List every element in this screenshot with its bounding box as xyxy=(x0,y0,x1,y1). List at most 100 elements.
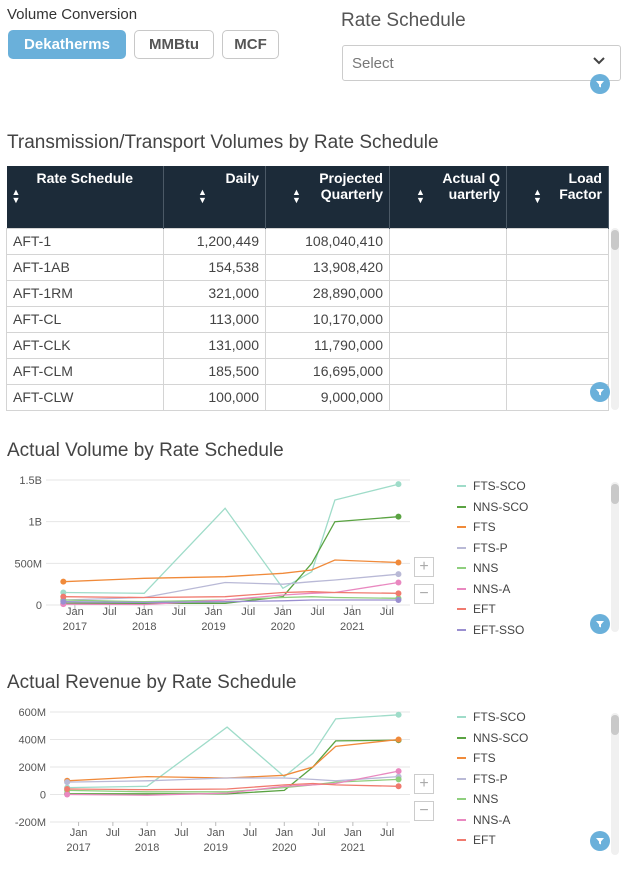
series-line-nns-a[interactable] xyxy=(67,770,399,796)
table-scrollbar[interactable] xyxy=(611,228,619,410)
legend-item[interactable]: NNS-SCO xyxy=(457,500,528,514)
dekatherms-button[interactable]: Dekatherms xyxy=(8,30,126,59)
sort-icon[interactable]: ▲ ▼ xyxy=(198,187,207,205)
data-point[interactable] xyxy=(395,711,402,718)
column-header-actual-quarterly[interactable]: ▲ ▼ Actual Quarterly xyxy=(389,166,507,228)
legend-swatch xyxy=(457,818,466,821)
series-line-fts-sco[interactable] xyxy=(67,714,399,789)
column-header-projected-quarterly[interactable]: ▲ ▼ Projected Quarterly xyxy=(265,166,390,228)
data-point[interactable] xyxy=(395,579,402,586)
table-row[interactable]: AFT-1RM 321,000 28,890,000 xyxy=(6,279,609,307)
data-point[interactable] xyxy=(395,783,402,790)
data-point[interactable] xyxy=(395,559,402,566)
data-point[interactable] xyxy=(60,578,67,585)
filter-funnel-icon[interactable] xyxy=(590,74,610,94)
legend-item[interactable]: NNS-SCO xyxy=(457,731,528,745)
volume-chart[interactable]: 0 500M 1B 1.5B Jan 2017 Jul Jan 2018 Jul Jan 2019 Ju… xyxy=(0,470,445,645)
legend-item[interactable]: NNS-A xyxy=(457,813,510,827)
series-line-eft[interactable] xyxy=(67,782,399,791)
x-year-label: 2021 xyxy=(340,621,364,633)
mmbtu-button[interactable]: MMBtu xyxy=(134,30,214,59)
revenue-legend-scrollbar[interactable] xyxy=(611,713,619,855)
series-line-fts-sco[interactable] xyxy=(63,483,399,594)
legend-item[interactable]: NNS-A xyxy=(457,582,510,596)
legend-item[interactable]: FTS-P xyxy=(457,772,508,786)
revenue-chart[interactable]: -200M 0 200M 400M 600M Jan 2017 Jul Jan 2018 Jul Ja… xyxy=(0,703,445,868)
series-line-fts[interactable] xyxy=(63,559,399,583)
table-scrollbar-thumb[interactable] xyxy=(611,230,619,250)
legend-item[interactable]: EFT xyxy=(457,602,496,616)
legend-item[interactable]: FTS xyxy=(457,520,496,534)
legend-swatch xyxy=(457,839,466,841)
data-point[interactable] xyxy=(395,590,402,597)
data-point[interactable] xyxy=(395,513,402,520)
revenue-chart-filter-icon[interactable] xyxy=(590,831,610,851)
legend-item[interactable]: FTS-P xyxy=(457,541,508,555)
data-point[interactable] xyxy=(395,571,402,578)
volume-chart-filter-icon[interactable] xyxy=(590,614,610,634)
data-point[interactable] xyxy=(60,589,67,596)
table-row[interactable]: AFT-CLM 185,500 16,695,000 xyxy=(6,357,609,385)
mcf-button[interactable]: MCF xyxy=(222,30,279,59)
sort-icon[interactable]: ▲ ▼ xyxy=(416,187,425,205)
x-year-label: 2018 xyxy=(135,842,159,854)
series-line-nns-sco[interactable] xyxy=(67,739,399,795)
y-tick-label: 200M xyxy=(18,762,46,774)
series-line-nns[interactable] xyxy=(63,596,399,603)
legend-item[interactable]: EFT xyxy=(457,833,496,847)
data-point[interactable] xyxy=(64,791,71,798)
legend-item[interactable]: NNS xyxy=(457,561,498,575)
data-point[interactable] xyxy=(60,598,67,605)
column-header-daily[interactable]: ▲ ▼ Daily xyxy=(163,166,266,228)
volume-legend-scrollbar[interactable] xyxy=(611,482,619,632)
sort-icon[interactable]: ▲ ▼ xyxy=(533,187,542,205)
series-line-eft[interactable] xyxy=(63,591,399,599)
data-point[interactable] xyxy=(395,776,402,783)
table-filter-icon[interactable] xyxy=(590,382,610,402)
x-tick-label: Jul xyxy=(312,827,326,839)
data-point[interactable] xyxy=(395,597,402,603)
volume-zoom-out-button[interactable]: − xyxy=(414,584,434,604)
revenue-zoom-in-button[interactable]: + xyxy=(414,774,434,794)
column-header-load-factor[interactable]: ▲ ▼ Load Factor xyxy=(506,166,609,228)
revenue-legend-scrollbar-thumb[interactable] xyxy=(611,715,619,735)
y-tick-label: 0 xyxy=(40,790,46,802)
table-row[interactable]: AFT-1 1,200,449 108,040,410 xyxy=(6,227,609,255)
legend-label: EFT-SSO xyxy=(473,622,525,637)
data-point[interactable] xyxy=(64,786,71,792)
legend-label: NNS xyxy=(473,561,499,575)
column-header-rate-schedule[interactable]: ▲ ▼ Rate Schedule xyxy=(6,166,164,228)
legend-item[interactable]: FTS xyxy=(457,751,496,765)
data-point[interactable] xyxy=(60,593,67,600)
x-year-label: 2019 xyxy=(203,842,227,854)
volume-legend-scrollbar-thumb[interactable] xyxy=(611,484,619,504)
chevron-down-icon xyxy=(593,57,605,65)
rate-schedule-select[interactable]: Select xyxy=(342,45,621,81)
x-tick-label: Jan xyxy=(207,827,225,839)
legend-item[interactable]: NNS xyxy=(457,792,498,806)
data-point[interactable] xyxy=(64,779,71,786)
legend-label: FTS xyxy=(473,751,496,765)
data-point[interactable] xyxy=(395,736,402,743)
table-row[interactable]: AFT-1AB 154,538 13,908,420 xyxy=(6,253,609,281)
revenue-zoom-out-button[interactable]: − xyxy=(414,801,434,821)
revenue-chart-title: Actual Revenue by Rate Schedule xyxy=(7,672,297,693)
legend-item[interactable]: EFT-SSO xyxy=(457,623,524,637)
volume-zoom-in-button[interactable]: + xyxy=(414,557,434,577)
legend-item[interactable]: FTS-SCO xyxy=(457,710,526,724)
legend-swatch xyxy=(457,628,466,631)
table-row[interactable]: AFT-CL 113,000 10,170,000 xyxy=(6,305,609,333)
cell-actual xyxy=(389,227,507,255)
table-row[interactable]: AFT-CLK 131,000 11,790,000 xyxy=(6,331,609,359)
table-row[interactable]: AFT-CLW 100,000 9,000,000 xyxy=(6,383,609,411)
series-line-nns-sco[interactable] xyxy=(63,516,399,604)
series-line-nns[interactable] xyxy=(67,778,399,793)
series-line-fts-p[interactable] xyxy=(67,775,399,783)
data-point[interactable] xyxy=(395,768,402,775)
series-line-eft-sso[interactable] xyxy=(63,599,399,604)
legend-item[interactable]: FTS-SCO xyxy=(457,479,526,493)
sort-icon[interactable]: ▲ ▼ xyxy=(11,187,21,205)
sort-icon[interactable]: ▲ ▼ xyxy=(292,187,301,205)
series-line-fts[interactable] xyxy=(67,738,399,782)
data-point[interactable] xyxy=(395,481,402,488)
